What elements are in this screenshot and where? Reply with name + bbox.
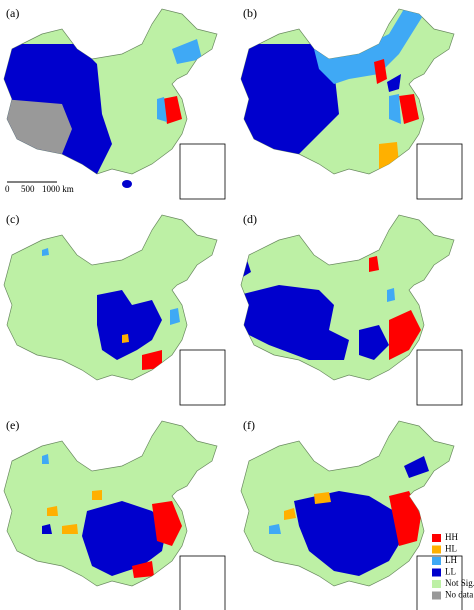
region [387, 288, 395, 302]
panel-label: (e) [6, 418, 19, 432]
region [47, 506, 58, 516]
region [387, 74, 401, 92]
panel-label: (f) [243, 418, 255, 432]
region [379, 142, 399, 169]
map-panel: (c) [3, 212, 226, 406]
scale-label: 500 [21, 184, 35, 194]
panel-label: (c) [6, 212, 19, 226]
region [389, 491, 421, 546]
region [132, 561, 154, 578]
region [399, 94, 419, 124]
region [92, 490, 102, 500]
region [152, 501, 182, 546]
inset-box [416, 349, 463, 406]
region [97, 290, 162, 360]
panel-label: (d) [243, 212, 257, 226]
map-panel: 0 500 1000 km (a) [3, 6, 226, 200]
legend-label: Not Sig. [445, 578, 474, 588]
legend-label: No data [445, 590, 473, 600]
legend-swatch [432, 557, 441, 565]
region [142, 350, 162, 370]
region [122, 180, 132, 188]
region [62, 524, 78, 534]
legend-label: HL [445, 544, 457, 554]
region [4, 99, 72, 154]
legend-swatch [432, 534, 441, 542]
region [172, 39, 202, 64]
scale-label: 1000 km [42, 184, 74, 194]
region [269, 524, 281, 534]
region [241, 44, 339, 154]
region [42, 524, 52, 534]
legend-label: LL [445, 567, 456, 577]
map-panel: (d) [240, 212, 463, 406]
inset-box [179, 349, 226, 406]
inset-box [416, 143, 463, 200]
region [42, 248, 49, 256]
region [404, 456, 429, 478]
map-panel: (e) [3, 418, 226, 610]
inset-box [179, 143, 226, 200]
region [314, 492, 331, 504]
region [369, 256, 379, 272]
map-panel: (f) [240, 418, 463, 610]
legend-label: LH [445, 555, 457, 565]
legend-swatch [432, 591, 441, 600]
legend-label: HH [445, 532, 458, 542]
region [389, 94, 401, 124]
region [82, 501, 167, 576]
region [389, 310, 421, 360]
region [157, 97, 167, 122]
region [170, 308, 180, 325]
inset-box [179, 555, 226, 610]
region [294, 491, 404, 576]
region [374, 59, 387, 84]
region [42, 454, 49, 464]
panel-label: (a) [6, 6, 19, 20]
legend-swatch [432, 580, 441, 588]
region [241, 285, 349, 360]
panel-label: (b) [243, 6, 257, 20]
legend-swatch [432, 545, 441, 554]
legend-swatch [432, 568, 441, 577]
region [162, 96, 182, 124]
map-panel: (b) [240, 6, 463, 200]
scale-label: 0 [5, 184, 10, 194]
region [122, 334, 129, 343]
region [359, 325, 389, 360]
region [284, 508, 296, 520]
